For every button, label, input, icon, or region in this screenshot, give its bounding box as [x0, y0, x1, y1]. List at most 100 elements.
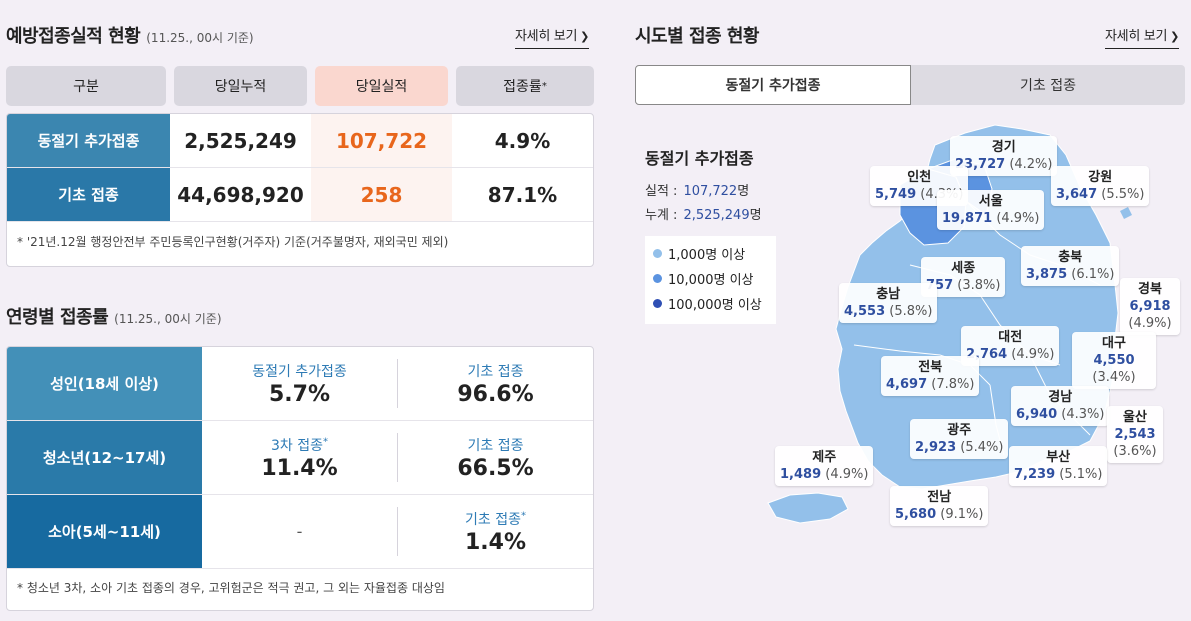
region-name: 경남 [1048, 390, 1073, 405]
region-pct: (4.9%) [1011, 347, 1055, 362]
region-label-gangwon[interactable]: 강원 3,647 (5.5%) [1051, 166, 1150, 206]
legend-label: 1,000명 이상 [668, 248, 746, 263]
header-rate-star: * [541, 80, 547, 92]
region-label-gyeongbuk[interactable]: 경북 6,918 (4.9%) [1120, 278, 1180, 335]
map-legend: 1,000명 이상 10,000명 이상 100,000명 이상 [645, 236, 776, 324]
age-cell-star: * [520, 509, 526, 521]
left-panel: 예방접종실적 현황 (11.25., 00시 기준) 자세히 보기 ❯ 구분 당일… [6, 25, 594, 611]
divider [397, 433, 398, 482]
region-title: 시도별 접종 현황 [635, 26, 759, 47]
performance-table: 동절기 추가접종 2,525,249 107,722 4.9% 기초 접종 44… [6, 113, 594, 267]
age-title: 연령별 접종률 [6, 307, 109, 328]
region-value: 5,680 [895, 507, 937, 522]
performance-more-link[interactable]: 자세히 보기 ❯ [515, 25, 589, 49]
table-row: 동절기 추가접종 2,525,249 107,722 4.9% [7, 114, 593, 168]
age-subtitle: (11.25., 00시 기준) [114, 312, 222, 326]
age-row-label: 성인(18세 이상) [7, 347, 202, 420]
info-daily-unit: 명 [737, 184, 750, 199]
region-value: 3,647 [1056, 187, 1098, 202]
age-cell-key-text: 기초 접종 [467, 437, 524, 454]
region-label-jeonnam[interactable]: 전남 5,680 (9.1%) [890, 486, 989, 526]
right-panel: 시도별 접종 현황 자세히 보기 ❯ 동절기 추가접종 기초 접종 동절기 추가접… [625, 0, 1191, 621]
chevron-right-icon: ❯ [580, 30, 590, 43]
region-name: 강원 [1088, 170, 1113, 185]
region-pct: (4.3%) [1061, 407, 1105, 422]
region-label-gyeongnam[interactable]: 경남 6,940 (4.3%) [1011, 386, 1110, 426]
region-label-ulsan[interactable]: 울산 2,543 (3.6%) [1107, 406, 1163, 463]
legend-dot [653, 299, 662, 308]
cumulative-value: 2,525,249 [184, 128, 297, 153]
region-value: 4,553 [844, 304, 886, 319]
island-shape [1120, 207, 1132, 219]
region-more-link[interactable]: 자세히 보기 ❯ [1105, 25, 1179, 49]
header-rate-label: 접종률 [503, 79, 542, 95]
region-label-gwangju[interactable]: 광주 2,923 (5.4%) [910, 419, 1009, 459]
cumulative-value: 44,698,920 [177, 182, 304, 207]
region-label-chungnam[interactable]: 충남 4,553 (5.8%) [839, 283, 938, 323]
age-cell-key: 기초 접종* [465, 509, 526, 529]
table-row: 기초 접종 44,698,920 258 87.1% [7, 168, 593, 222]
region-name: 전남 [927, 490, 952, 505]
age-cell: 기초 접종 96.6% [398, 347, 593, 420]
age-cell-key-text: 기초 접종 [467, 363, 524, 380]
age-cell: 기초 접종* 1.4% [398, 495, 593, 568]
performance-subtitle: (11.25., 00시 기준) [146, 31, 254, 45]
region-value: 3,875 [1026, 267, 1068, 282]
region-label-jeju[interactable]: 제주 1,489 (4.9%) [775, 446, 874, 486]
age-cell: - [202, 495, 397, 568]
age-cell-key: 동절기 추가접종 [252, 361, 347, 381]
region-label-daegu[interactable]: 대구 4,550 (3.4%) [1072, 332, 1156, 389]
age-row-label: 청소년(12~17세) [7, 421, 202, 494]
age-table: 성인(18세 이상) 동절기 추가접종 5.7% 기초 접종 96.6% 청소년… [6, 346, 594, 611]
rate-value: 87.1% [487, 182, 558, 207]
age-cell-dash: - [296, 522, 303, 541]
info-daily-value: 107,722 [683, 184, 738, 199]
performance-table-header: 구분 당일누적 당일실적 접종률 * [6, 66, 594, 106]
header-cumulative: 당일누적 [174, 66, 307, 106]
region-value: 2,923 [915, 440, 957, 455]
region-pct: (4.9%) [996, 211, 1040, 226]
row-label: 기초 접종 [7, 168, 170, 221]
region-value: 2,543 [1114, 427, 1156, 442]
more-link-label: 자세히 보기 [1105, 29, 1168, 44]
region-pct: (3.8%) [957, 278, 1001, 293]
region-label-busan[interactable]: 부산 7,239 (5.1%) [1009, 446, 1108, 486]
table-row: 청소년(12~17세) 3차 접종* 11.4% 기초 접종 66.5% [7, 421, 593, 495]
region-pct: (4.2%) [1009, 157, 1053, 172]
region-pct: (5.4%) [960, 440, 1004, 455]
region-name: 충북 [1058, 250, 1083, 265]
table-row: 소아(5세~11세) - 기초 접종* 1.4% [7, 495, 593, 569]
region-name: 울산 [1123, 410, 1147, 425]
age-cell-key: 기초 접종 [468, 361, 524, 381]
legend-item: 100,000명 이상 [653, 294, 768, 313]
region-name: 충남 [876, 287, 901, 302]
tab-winter-booster[interactable]: 동절기 추가접종 [635, 65, 911, 105]
region-name: 경북 [1138, 282, 1162, 297]
region-name: 대전 [998, 330, 1023, 345]
region-name: 부산 [1046, 450, 1071, 465]
region-pct: (3.6%) [1113, 444, 1157, 459]
region-label-jeonbuk[interactable]: 전북 4,697 (7.8%) [881, 356, 980, 396]
age-cell-star: * [323, 435, 328, 447]
region-value: 5,749 [875, 187, 917, 202]
age-cell: 동절기 추가접종 5.7% [202, 347, 397, 420]
region-value: 6,918 [1129, 299, 1171, 314]
jeju-shape [767, 492, 849, 524]
age-cell-value: 5.7% [268, 381, 330, 407]
region-value: 4,697 [886, 377, 928, 392]
divider [397, 359, 398, 408]
region-pct: (7.8%) [931, 377, 975, 392]
region-pct: (6.1%) [1071, 267, 1115, 282]
region-label-seoul[interactable]: 서울 19,871 (4.9%) [937, 190, 1045, 230]
legend-label: 10,000명 이상 [668, 273, 754, 288]
age-cell-key-text: 동절기 추가접종 [252, 363, 347, 380]
tab-basic[interactable]: 기초 접종 [911, 65, 1185, 105]
rate-value: 4.9% [494, 128, 551, 153]
region-pct: (4.9%) [825, 467, 869, 482]
info-daily-label: 실적 : [645, 184, 678, 199]
legend-item: 10,000명 이상 [653, 269, 768, 288]
legend-dot [653, 274, 662, 283]
region-pct: (5.5%) [1101, 187, 1145, 202]
info-total-label: 누계 : [645, 208, 678, 223]
region-label-chungbuk[interactable]: 충북 3,875 (6.1%) [1021, 246, 1120, 286]
